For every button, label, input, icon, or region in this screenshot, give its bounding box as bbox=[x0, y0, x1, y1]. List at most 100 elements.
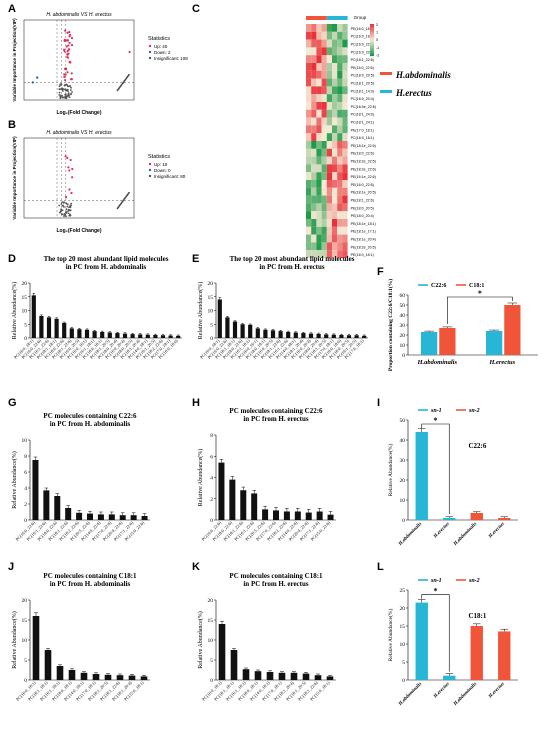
heatmap-cell bbox=[326, 242, 332, 251]
grouped-bar-chart-l: 0 5 10 15 20 25 Relative Abundance(%) sn-1 sn-2 C… bbox=[387, 578, 518, 708]
chart-title: The top 20 most abundant lipid molecules… bbox=[44, 255, 169, 271]
up-point bbox=[68, 169, 71, 172]
up-point bbox=[63, 75, 66, 79]
heatmap-cell bbox=[311, 70, 317, 79]
heatmap-cell bbox=[337, 86, 343, 95]
y-tick-label: 15 bbox=[400, 624, 406, 630]
heatmap-cell bbox=[337, 125, 343, 134]
chart-title: The top 20 most abundant lipid molecules… bbox=[230, 255, 355, 271]
heatmap-cell bbox=[316, 211, 322, 219]
heatmap-cell bbox=[311, 242, 317, 251]
insignificant-point bbox=[67, 85, 70, 88]
heatmap-cell bbox=[316, 117, 322, 126]
bar bbox=[504, 305, 521, 355]
legend-marker bbox=[148, 44, 152, 48]
heatmap-row-label: PC(16:0_18:1) bbox=[351, 35, 374, 39]
heatmap-cell bbox=[321, 187, 327, 196]
bar bbox=[87, 513, 93, 520]
heatmap-cell bbox=[326, 187, 332, 196]
heatmap-row-label: PE(18:2e_22:6) bbox=[351, 167, 376, 171]
color-scale-segment bbox=[370, 40, 374, 42]
insignificant-point bbox=[66, 95, 69, 97]
y-tick-label: 0 bbox=[402, 353, 405, 359]
heatmap-cell bbox=[332, 24, 338, 32]
bar bbox=[293, 332, 298, 338]
insignificant-point bbox=[69, 89, 72, 91]
y-axis-label: Proportion containing C22:6/C18:1(%) bbox=[387, 279, 394, 371]
heatmap-row-label: PC(16:0_20:5) bbox=[351, 50, 374, 54]
insignificant-point bbox=[68, 85, 71, 87]
bar bbox=[168, 335, 173, 338]
heatmap-cell bbox=[337, 94, 343, 102]
y-tick-label: 2 bbox=[24, 502, 27, 508]
heatmap-cell bbox=[332, 164, 338, 173]
heatmap-cell bbox=[306, 70, 312, 79]
significance-bracket bbox=[447, 296, 513, 324]
volcano-title: H. abdominalis VS H. erectus bbox=[46, 12, 112, 18]
heatmap-cell bbox=[337, 211, 343, 219]
legend-label: C22:6 bbox=[431, 283, 446, 289]
heatmap-cell bbox=[311, 148, 317, 157]
heatmap-cell bbox=[316, 31, 322, 40]
up-point bbox=[65, 195, 68, 199]
bar bbox=[415, 602, 428, 680]
heatmap-cell bbox=[337, 55, 343, 63]
heatmap-cell bbox=[337, 47, 343, 56]
y-tick-label: 2 bbox=[210, 497, 213, 503]
heatmap-cell bbox=[342, 187, 348, 196]
bar bbox=[229, 479, 236, 520]
heatmap-cell bbox=[326, 141, 332, 149]
color-scale-segment bbox=[370, 25, 374, 28]
y-axis-label: Variable Importance in Projection(VIP) bbox=[12, 136, 17, 220]
color-scale-segment bbox=[370, 36, 374, 39]
heatmap-cell bbox=[306, 109, 312, 118]
y-tick-label: 4 bbox=[210, 476, 213, 482]
heatmap-cell bbox=[316, 133, 322, 141]
chart-title-line: in PC from H. abdominalis bbox=[50, 580, 131, 588]
x-axis-label: Log₂(Fold Change) bbox=[57, 110, 102, 116]
heatmap-cell bbox=[311, 172, 317, 180]
heatmap-cell bbox=[321, 55, 327, 63]
bar bbox=[130, 515, 137, 520]
bar bbox=[107, 332, 112, 338]
bar bbox=[176, 335, 181, 338]
heatmap-cell bbox=[321, 219, 327, 227]
insignificant-point bbox=[59, 210, 62, 213]
color-scale-segment bbox=[370, 49, 374, 52]
heatmap-cell bbox=[311, 219, 317, 227]
insignificant-point bbox=[62, 96, 65, 99]
bar bbox=[104, 674, 112, 680]
heatmap-cell bbox=[321, 148, 327, 157]
bar bbox=[77, 329, 82, 338]
heatmap-cell bbox=[342, 31, 348, 40]
heatmap-cell bbox=[332, 125, 338, 134]
heatmap-cell bbox=[342, 219, 348, 227]
x-tick-label: H.abdominalis bbox=[452, 682, 478, 708]
bar bbox=[218, 462, 225, 520]
insignificant-point bbox=[128, 73, 130, 76]
bar bbox=[362, 335, 367, 338]
volcano-plot-b: H. abdominalis VS H. erectus Log₂(Fold Ch… bbox=[12, 130, 186, 234]
bar bbox=[242, 669, 250, 680]
heatmap-cell bbox=[306, 250, 312, 258]
up-point bbox=[65, 45, 68, 48]
down-point bbox=[36, 76, 39, 79]
up-point bbox=[69, 33, 72, 37]
heatmap-row-label: PE(18:0_22:6) bbox=[351, 152, 374, 156]
color-scale-segment bbox=[370, 27, 374, 29]
heatmap-cell bbox=[321, 86, 327, 95]
bar bbox=[68, 670, 76, 680]
heatmap-cell bbox=[326, 226, 332, 235]
plot-frame bbox=[23, 137, 135, 219]
bar bbox=[116, 675, 124, 680]
heatmap-cell bbox=[332, 203, 338, 212]
y-tick-label: 20 bbox=[22, 598, 28, 604]
y-tick-label: 20 bbox=[400, 606, 406, 612]
up-point bbox=[62, 48, 66, 51]
heatmap-cell bbox=[321, 203, 327, 212]
up-point bbox=[63, 50, 66, 53]
legend-marker bbox=[148, 174, 152, 178]
bar bbox=[240, 324, 245, 338]
bar bbox=[153, 334, 158, 338]
insignificant-point bbox=[67, 212, 70, 215]
